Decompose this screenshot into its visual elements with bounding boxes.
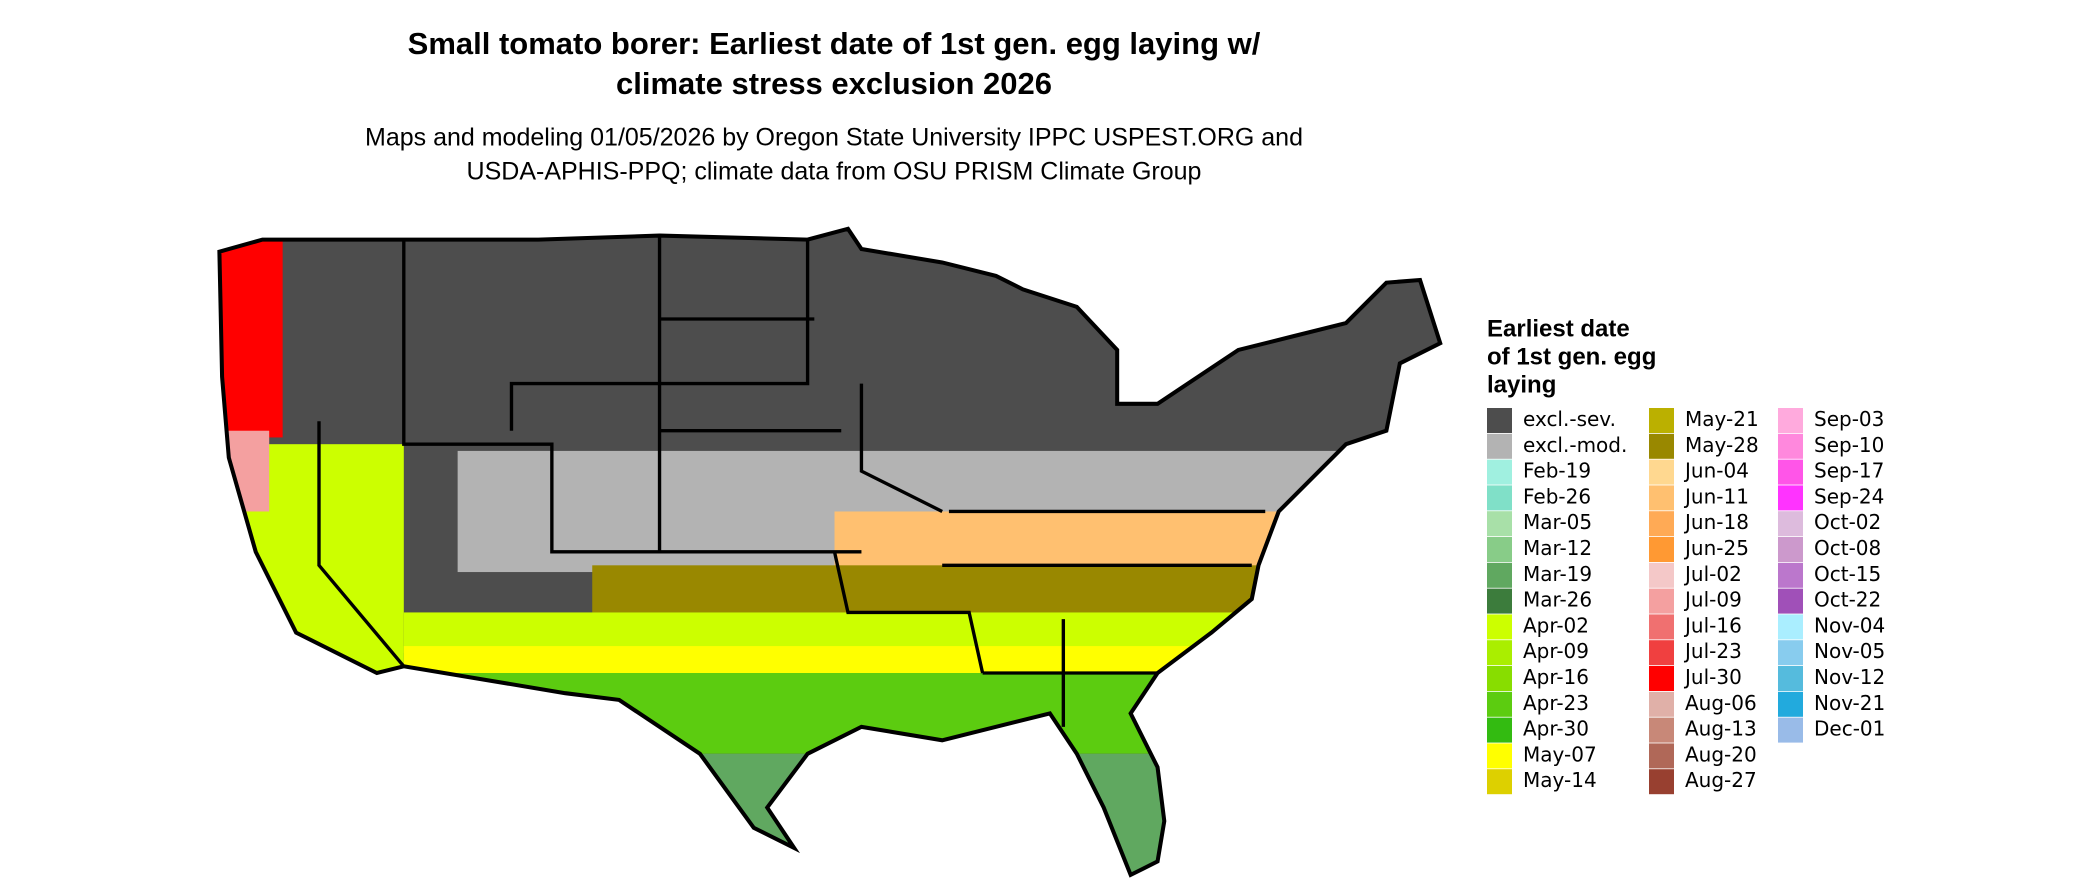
legend-label: Apr-09 — [1523, 639, 1589, 663]
legend-swatch — [1487, 511, 1512, 537]
legend-label: Feb-26 — [1523, 484, 1591, 508]
legend-swatch — [1649, 614, 1674, 640]
legend-swatch — [1649, 537, 1674, 562]
legend-label: Aug-20 — [1685, 742, 1757, 766]
legend-label: Sep-10 — [1814, 433, 1884, 457]
legend-label: Nov-05 — [1814, 639, 1885, 663]
legend-swatch — [1487, 562, 1512, 588]
legend-swatch — [1778, 614, 1803, 640]
legend-label: Nov-12 — [1814, 665, 1885, 689]
legend-label: Oct-02 — [1814, 510, 1881, 534]
legend-swatch — [1778, 640, 1803, 666]
legend-swatch — [1487, 433, 1512, 459]
legend-label: Oct-22 — [1814, 588, 1881, 612]
legend-label: Jun-18 — [1683, 510, 1749, 534]
legend-label: Jun-04 — [1683, 459, 1749, 483]
title: Small tomato borer: Earliest date of 1st… — [408, 26, 1261, 61]
legend-label: Mar-12 — [1523, 536, 1592, 560]
legend-title: laying — [1487, 371, 1556, 398]
legend-label: Apr-23 — [1523, 691, 1589, 715]
legend-label: May-21 — [1685, 407, 1759, 431]
legend-label: excl.-mod. — [1523, 433, 1627, 457]
legend-swatch — [1487, 666, 1512, 691]
legend-swatch — [1487, 485, 1512, 511]
legend-label: Nov-04 — [1814, 613, 1885, 637]
legend-swatch — [1487, 743, 1512, 769]
legend-swatch — [1649, 691, 1674, 717]
legend-swatch — [1649, 588, 1674, 614]
legend-label: Jun-11 — [1683, 484, 1749, 508]
legend-swatch — [1778, 691, 1803, 717]
legend-label: Sep-03 — [1814, 407, 1884, 431]
legend-swatch — [1778, 717, 1803, 743]
legend-swatch — [1487, 459, 1512, 485]
legend-label: Jul-16 — [1683, 613, 1742, 637]
legend-swatch — [1649, 717, 1674, 743]
legend-swatch — [1778, 666, 1803, 691]
legend-swatch — [1649, 640, 1674, 666]
legend-swatch — [1649, 433, 1674, 459]
legend-label: Jul-09 — [1683, 588, 1742, 612]
title: climate stress exclusion 2026 — [616, 66, 1052, 101]
legend-swatch — [1778, 459, 1803, 485]
legend-swatch — [1649, 511, 1674, 537]
legend-label: May-14 — [1523, 768, 1597, 792]
legend-swatch — [1778, 562, 1803, 588]
legend-swatch — [1649, 743, 1674, 769]
legend-label: Dec-01 — [1814, 717, 1885, 741]
legend-swatch — [1778, 588, 1803, 614]
legend-swatch — [1487, 691, 1512, 717]
legend-swatch — [1487, 588, 1512, 614]
legend-swatch — [1487, 640, 1512, 666]
legend-swatch — [1778, 485, 1803, 511]
legend-label: Mar-19 — [1523, 562, 1592, 586]
legend-label: Aug-06 — [1685, 691, 1757, 715]
legend-label: Oct-08 — [1814, 536, 1881, 560]
subtitle: Maps and modeling 01/05/2026 by Oregon S… — [365, 124, 1303, 152]
legend-swatch — [1778, 537, 1803, 562]
legend-label: Jul-02 — [1683, 562, 1742, 586]
legend-swatch — [1649, 459, 1674, 485]
legend-label: Jul-23 — [1683, 639, 1742, 663]
legend-title: of 1st gen. egg — [1487, 343, 1656, 370]
legend-label: Aug-13 — [1685, 717, 1757, 741]
legend-label: Apr-16 — [1523, 665, 1589, 689]
legend-swatch — [1487, 614, 1512, 640]
legend-swatch — [1778, 433, 1803, 459]
legend-label: Jul-30 — [1683, 665, 1742, 689]
legend-swatch — [1487, 769, 1512, 795]
legend-swatch — [1778, 511, 1803, 537]
legend-label: May-07 — [1523, 742, 1597, 766]
legend-label: Mar-26 — [1523, 588, 1592, 612]
map — [217, 226, 1443, 878]
legend-swatch — [1649, 408, 1674, 433]
legend-title: Earliest date — [1487, 315, 1630, 342]
legend-label: Aug-27 — [1685, 768, 1757, 792]
legend-swatch — [1649, 562, 1674, 588]
legend-label: Feb-19 — [1523, 459, 1591, 483]
legend-label: Apr-30 — [1523, 717, 1589, 741]
legend-swatch — [1649, 485, 1674, 511]
legend-swatch — [1487, 717, 1512, 743]
legend-swatch — [1778, 408, 1803, 433]
legend-label: May-28 — [1685, 433, 1759, 457]
legend-swatch — [1487, 537, 1512, 562]
legend-label: Mar-05 — [1523, 510, 1592, 534]
subtitle: USDA-APHIS-PPQ; climate data from OSU PR… — [467, 158, 1202, 186]
legend-swatch — [1487, 408, 1512, 433]
legend-label: Jun-25 — [1683, 536, 1749, 560]
legend-swatch — [1649, 769, 1674, 795]
legend-label: Oct-15 — [1814, 562, 1881, 586]
legend-label: excl.-sev. — [1523, 407, 1616, 431]
legend-label: Nov-21 — [1814, 691, 1885, 715]
legend-label: Sep-24 — [1814, 484, 1884, 508]
legend-swatch — [1649, 666, 1674, 691]
legend-label: Sep-17 — [1814, 459, 1884, 483]
legend-label: Apr-02 — [1523, 613, 1589, 637]
